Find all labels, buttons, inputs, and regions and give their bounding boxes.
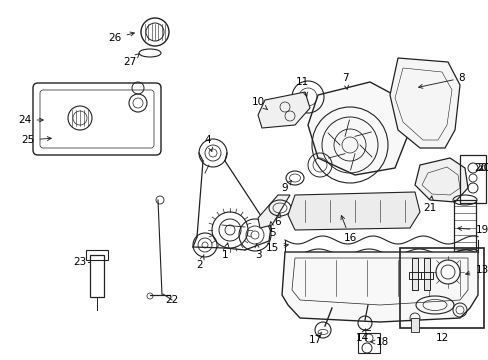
Text: 25: 25 [21,135,51,145]
Text: 2: 2 [196,255,203,270]
Polygon shape [307,82,407,175]
Bar [453,200,475,255]
Bar [399,248,483,328]
Bar [459,155,485,203]
Text: 13: 13 [465,265,488,275]
Text: 18: 18 [370,337,388,347]
Bar [408,272,420,279]
Bar [411,258,417,290]
Polygon shape [282,252,477,322]
Bar [420,272,432,279]
Text: 5: 5 [269,222,276,238]
Text: 23: 23 [73,257,86,267]
Text: 16: 16 [340,216,356,243]
Text: 10: 10 [251,97,267,109]
Text: 14: 14 [355,329,368,343]
Text: 12: 12 [434,333,447,343]
Text: 6: 6 [274,213,281,227]
Text: 3: 3 [254,244,261,260]
Bar [423,258,429,290]
Bar [86,250,108,260]
Text: 9: 9 [281,181,291,193]
Text: 7: 7 [341,73,347,89]
Text: 19: 19 [457,225,488,235]
Polygon shape [442,258,477,292]
Text: 20: 20 [476,163,488,173]
Text: 27: 27 [123,54,139,67]
Text: 21: 21 [423,196,436,213]
Text: 22: 22 [165,295,178,305]
Text: 24: 24 [19,115,43,125]
Polygon shape [258,92,309,128]
Text: 17: 17 [308,332,321,345]
Text: 8: 8 [418,73,465,88]
Bar [90,255,104,297]
Text: 20: 20 [473,163,486,173]
Text: 26: 26 [108,32,134,43]
Bar [410,318,418,332]
Text: 4: 4 [204,135,212,152]
Polygon shape [287,192,419,230]
Polygon shape [258,195,289,228]
Text: 11: 11 [295,77,308,96]
Text: 1: 1 [221,243,228,260]
Bar [357,333,379,353]
Text: 15: 15 [265,243,288,253]
Polygon shape [414,158,467,202]
Polygon shape [389,58,459,148]
